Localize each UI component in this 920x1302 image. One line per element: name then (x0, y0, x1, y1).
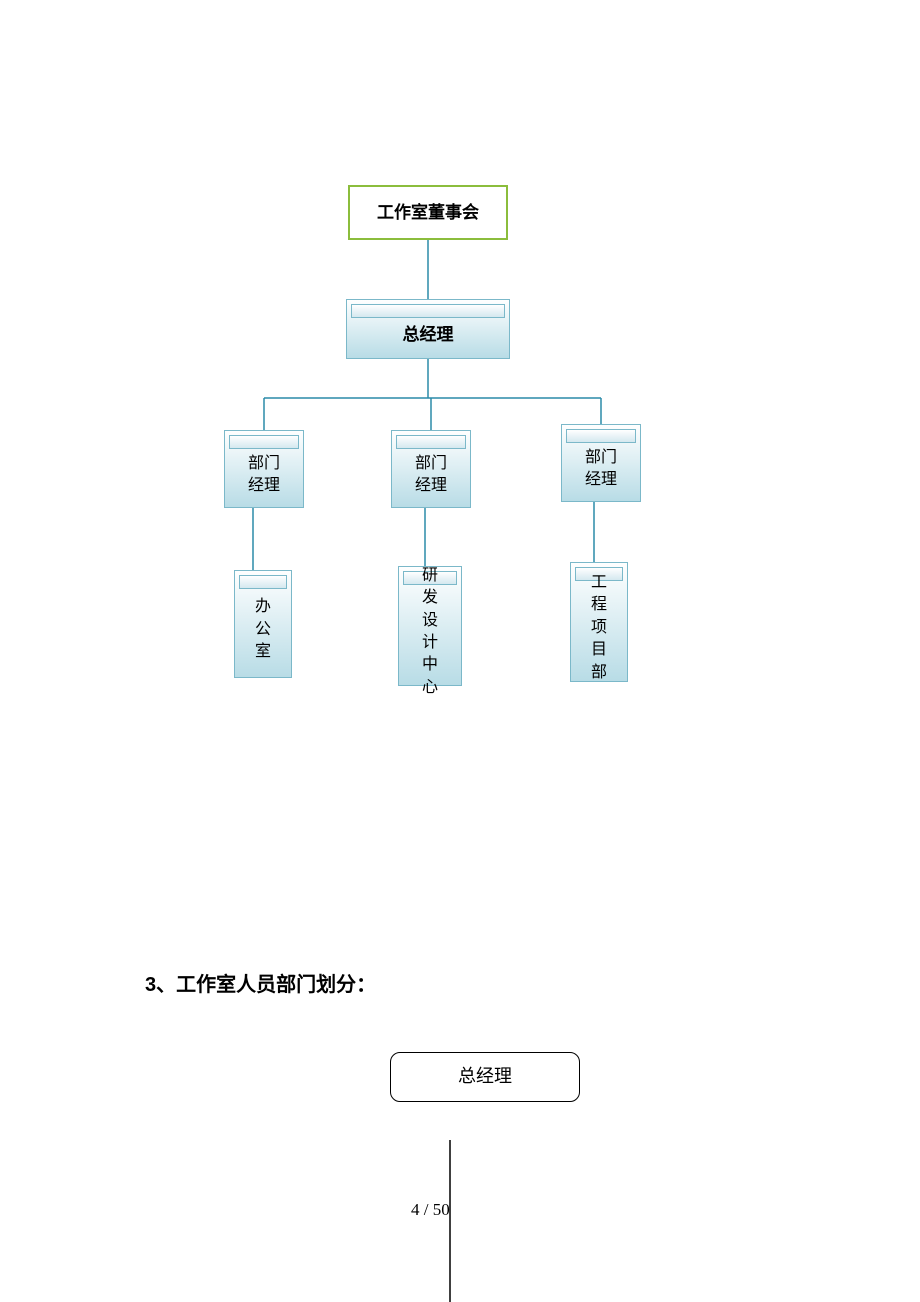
node-mgr3-label: 部门经理 (585, 447, 617, 492)
node-rd-center: 研发设计中心 (398, 566, 462, 686)
node-board-label: 工作室董事会 (377, 201, 479, 225)
node-dept-manager-1: 部门经理 (224, 430, 304, 508)
node-mgr1-label: 部门经理 (248, 453, 280, 498)
node-engineering: 工程项目部 (570, 562, 628, 682)
node-dept2-label: 研发设计中心 (420, 565, 439, 699)
node-dept1-label: 办公室 (253, 596, 272, 663)
node-gm-label: 总经理 (403, 323, 454, 347)
node-office: 办公室 (234, 570, 292, 678)
page-number: 4 / 50 (411, 1200, 450, 1220)
node-gm2-label: 总经理 (458, 1064, 512, 1089)
node-mgr2-label: 部门经理 (415, 453, 447, 498)
node-board: 工作室董事会 (348, 185, 508, 240)
org-chart: 工作室董事会 总经理 部门经理 部门经理 部门经理 办公室 研发设计中心 (0, 0, 920, 1302)
node-dept-manager-2: 部门经理 (391, 430, 471, 508)
node-general-manager: 总经理 (346, 299, 510, 359)
node-dept-manager-3: 部门经理 (561, 424, 641, 502)
section-heading-text: 3、工作室人员部门划分： (145, 974, 376, 996)
section-heading: 3、工作室人员部门划分： (145, 968, 376, 997)
node-dept3-label: 工程项目部 (589, 572, 608, 684)
node-general-manager-2: 总经理 (390, 1052, 580, 1102)
page-number-text: 4 / 50 (411, 1200, 450, 1219)
